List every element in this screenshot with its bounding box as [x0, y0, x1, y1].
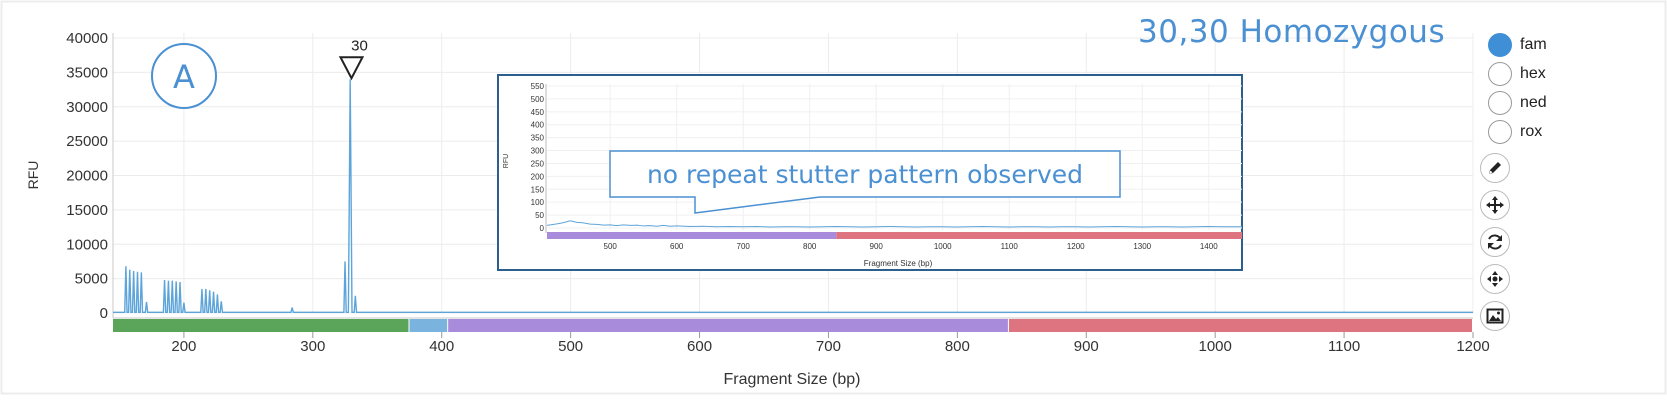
move-icon [1486, 196, 1504, 214]
reset-button[interactable] [1480, 227, 1510, 257]
main-x-axis-label: Fragment Size (bp) [724, 371, 861, 388]
main-y-tick-label: 35000 [66, 64, 108, 81]
inset-y-tick-label: 300 [531, 147, 545, 156]
legend-item-ned[interactable]: ned [1488, 88, 1547, 117]
inset-y-tick-label: 200 [531, 172, 545, 181]
chart-toolbar [1480, 153, 1510, 338]
main-y-tick-label: 40000 [66, 30, 108, 47]
radio-hex[interactable] [1488, 61, 1512, 86]
main-x-tick-label: 1200 [1456, 338, 1489, 355]
main-y-tick-label: 30000 [66, 99, 108, 116]
main-x-tick-label: 900 [1074, 338, 1099, 355]
export-image-button[interactable] [1480, 301, 1510, 331]
recenter-button[interactable] [1480, 264, 1510, 294]
main-x-tick-label: 700 [816, 338, 841, 355]
legend-label-hex: hex [1520, 64, 1546, 82]
main-size-band [113, 319, 409, 332]
legend-label-rox: rox [1520, 122, 1543, 140]
main-y-tick-label: 15000 [66, 202, 108, 219]
dye-legend: fam hex ned rox [1488, 30, 1547, 146]
radio-fam[interactable] [1488, 32, 1512, 57]
main-x-tick-label: 600 [687, 338, 712, 355]
inset-y-tick-label: 450 [531, 108, 545, 117]
inset-y-tick-label: 0 [540, 224, 545, 233]
inset-x-tick-label: 1400 [1200, 242, 1218, 251]
main-y-tick-label: 25000 [66, 133, 108, 150]
inset-y-tick-label: 150 [531, 185, 545, 194]
main-y-axis-label: RFU [25, 161, 41, 190]
main-chart: 0500010000150002000025000300003500040000… [25, 30, 1490, 388]
annotation-callout: no repeat stutter pattern observed [609, 150, 1121, 214]
genotype-result: 30,30 Homozygous [1138, 14, 1446, 50]
main-x-tick-label: 1100 [1328, 338, 1360, 355]
radio-ned[interactable] [1488, 90, 1512, 115]
inset-y-tick-label: 550 [531, 82, 545, 91]
inset-x-tick-label: 500 [604, 242, 618, 251]
inset-y-tick-label: 400 [531, 121, 545, 130]
inset-x-tick-label: 1300 [1133, 242, 1151, 251]
panel-label: A [151, 43, 217, 109]
inset-x-tick-label: 1100 [1001, 242, 1019, 251]
main-y-tick-label: 10000 [66, 236, 108, 253]
inset-y-tick-label: 100 [531, 198, 545, 207]
image-icon [1486, 308, 1504, 324]
inset-x-tick-label: 900 [870, 242, 884, 251]
main-x-tick-label: 300 [300, 338, 325, 355]
inset-x-tick-label: 600 [670, 242, 684, 251]
recenter-icon [1487, 271, 1503, 287]
legend-label-ned: ned [1520, 93, 1547, 111]
pan-button[interactable] [1480, 190, 1510, 220]
edit-icon [1489, 162, 1501, 174]
inset-chart: 0 50 100 150 200 250 300 350 400 450 500 550 500 600… [497, 74, 1243, 271]
legend-item-fam[interactable]: fam [1488, 30, 1547, 59]
annotation-text: no repeat stutter pattern observed [647, 160, 1083, 189]
main-x-tick-label: 1000 [1198, 338, 1231, 355]
inset-y-axis-label: RFU [503, 154, 510, 168]
legend-item-rox[interactable]: rox [1488, 117, 1547, 146]
edit-button[interactable] [1480, 153, 1510, 183]
peak-allele-label: 30 [351, 37, 368, 54]
inset-x-tick-label: 1200 [1067, 242, 1085, 251]
inset-x-tick-label: 1000 [934, 242, 952, 251]
main-x-tick-label: 800 [945, 338, 970, 355]
inset-x-axis-label: Fragment Size (bp) [864, 259, 933, 268]
main-size-band [409, 319, 448, 332]
inset-size-band [547, 232, 837, 239]
main-x-tick-label: 400 [429, 338, 454, 355]
inset-x-tick-label: 800 [803, 242, 817, 251]
refresh-icon [1488, 234, 1502, 250]
inset-x-tick-label: 700 [737, 242, 751, 251]
panel-label-text: A [173, 58, 195, 96]
main-x-tick-label: 200 [171, 338, 196, 355]
main-y-tick-label: 20000 [66, 168, 108, 185]
radio-rox[interactable] [1488, 119, 1512, 144]
inset-trace [546, 220, 1242, 228]
main-y-tick-label: 5000 [75, 271, 108, 288]
inset-y-tick-label: 350 [531, 134, 545, 143]
inset-size-band [836, 232, 1242, 239]
legend-label-fam: fam [1520, 35, 1547, 53]
peak-marker[interactable] [338, 56, 365, 81]
main-trace [113, 79, 1473, 314]
inset-y-tick-label: 250 [531, 159, 545, 168]
legend-item-hex[interactable]: hex [1488, 59, 1547, 88]
main-size-band [1008, 319, 1472, 332]
main-y-tick-label: 0 [100, 305, 108, 322]
inset-y-tick-label: 500 [531, 95, 545, 104]
inset-y-tick-label: 50 [535, 211, 544, 220]
main-x-tick-label: 500 [558, 338, 583, 355]
main-size-band [448, 319, 1008, 332]
